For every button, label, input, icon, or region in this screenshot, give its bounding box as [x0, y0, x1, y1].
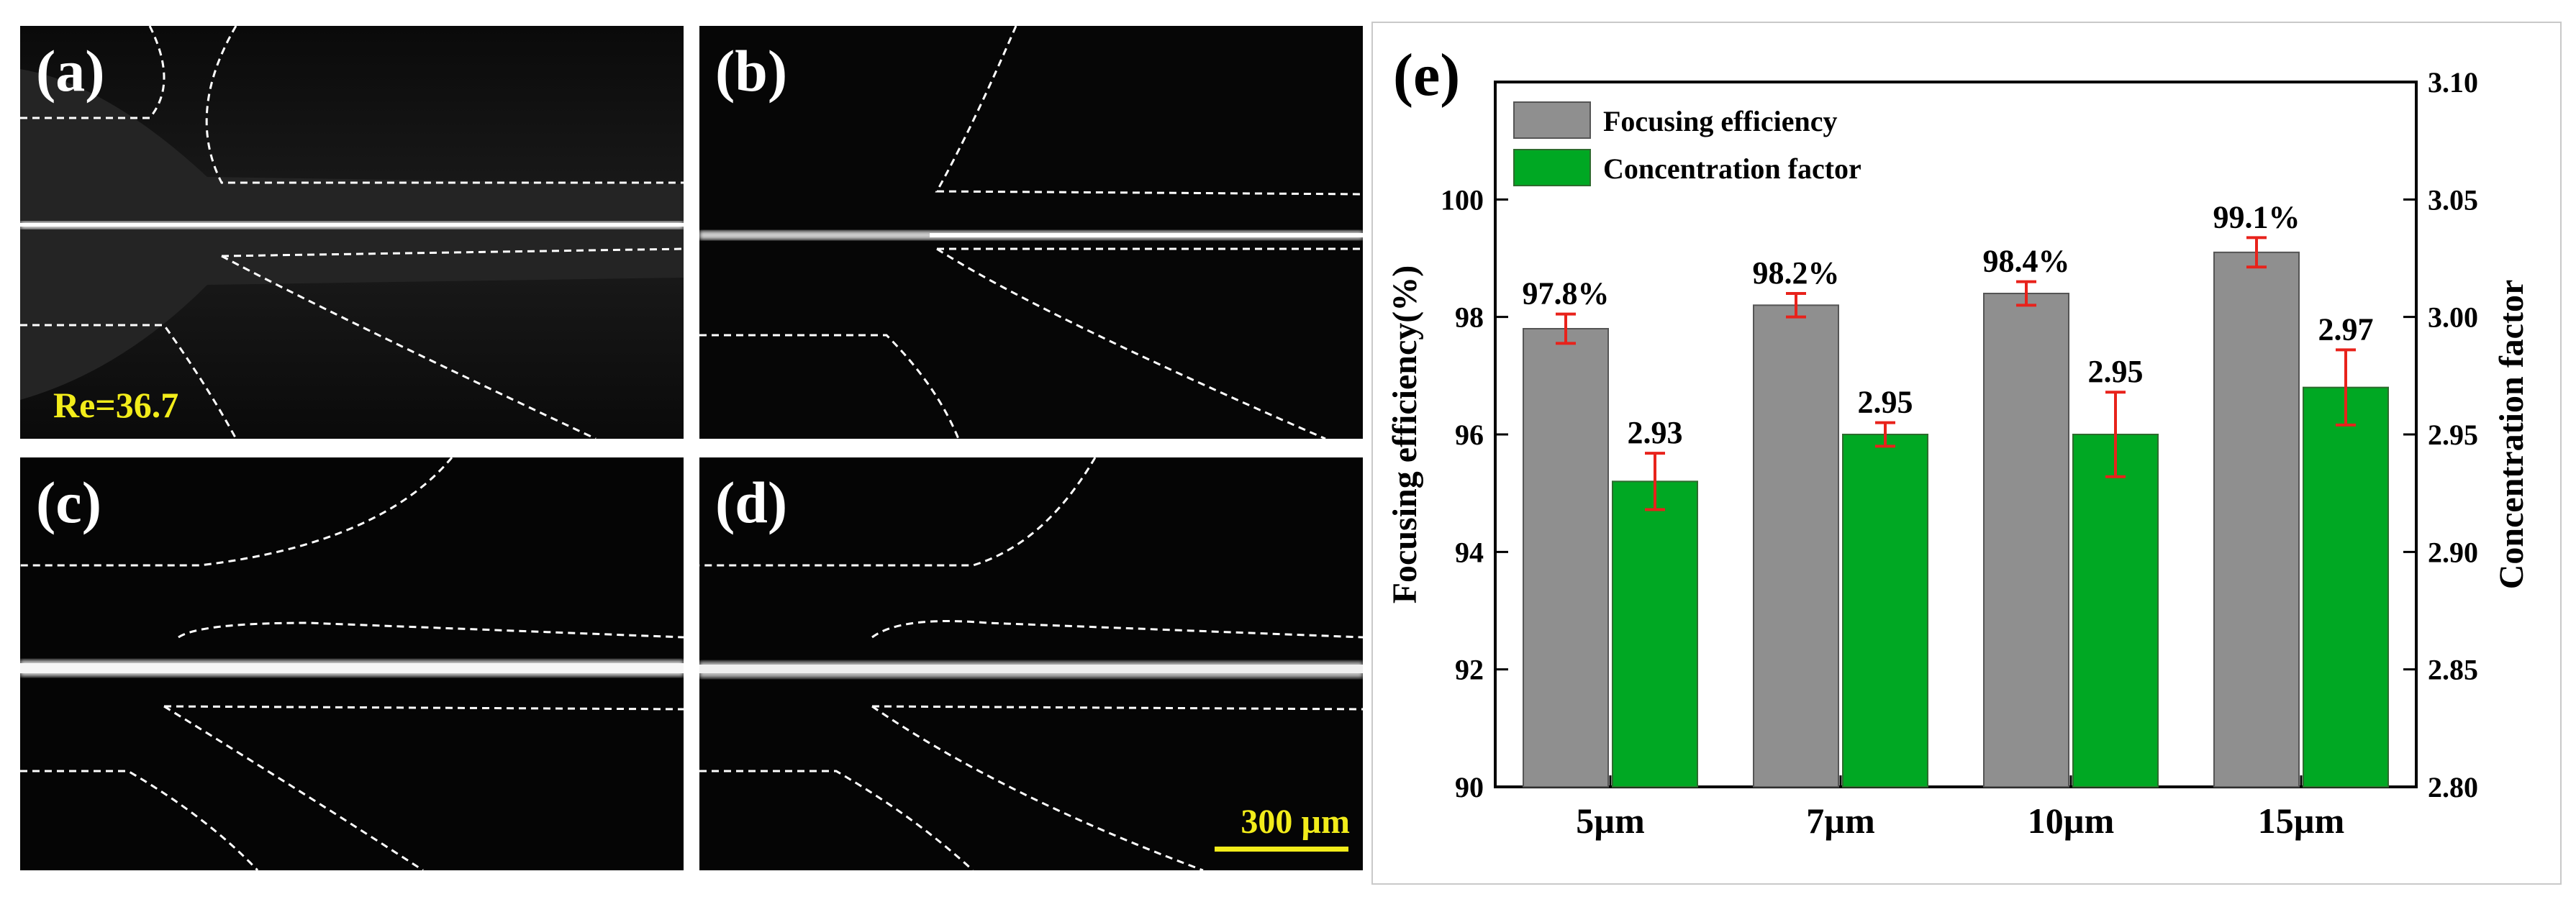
legend-swatch-concentration — [1513, 149, 1591, 186]
right-tick-label: 2.80 — [2428, 771, 2478, 803]
bar-focusing-1 — [1753, 304, 1839, 788]
channel-image-a — [20, 26, 684, 439]
left-axis-ticks: 90 92 94 96 98 100 — [1441, 183, 1508, 803]
left-tick-label: 94 — [1455, 536, 1484, 568]
panel-label-a: (a) — [36, 38, 105, 104]
chart-panel-e: (e) 90 92 94 96 98 100 2.80 2.85 2.90 2.95 3.00 3.… — [1371, 22, 2562, 885]
right-tick-label: 2.90 — [2428, 536, 2478, 568]
right-tick-label: 3.05 — [2428, 183, 2478, 216]
legend: Focusing efficiency Concentration factor — [1513, 101, 1861, 186]
x-tick-label: 7µm — [1806, 801, 1874, 841]
channel-image-d — [699, 457, 1363, 870]
channel-image-c — [20, 457, 684, 870]
data-label-focusing-2: 98.4% — [1983, 244, 2070, 279]
channel-image-b — [699, 26, 1363, 439]
x-tick-label: 15µm — [2258, 801, 2344, 841]
right-tick-label: 2.85 — [2428, 654, 2478, 686]
left-tick-label: 96 — [1455, 419, 1484, 451]
micrograph-panel-b: (b) — [699, 26, 1363, 439]
panel-label-d: (d) — [715, 470, 788, 535]
bar-focusing-0 — [1523, 328, 1609, 788]
right-tick-label: 3.10 — [2428, 66, 2478, 99]
bar-concentration-1 — [1842, 434, 1928, 788]
left-tick-label: 98 — [1455, 301, 1484, 334]
bars-group: 97.8% 2.93 98.2% 2.95 98.4% 2.95 99.1% 2.97 — [1523, 199, 2389, 788]
scale-bar-label: 300 µm — [1241, 803, 1350, 841]
data-label-concentration-3: 2.97 — [2318, 311, 2374, 347]
micrograph-panel-a: (a) Re=36.7 — [20, 26, 684, 439]
x-tick-label: 5µm — [1576, 801, 1644, 841]
left-tick-label: 92 — [1455, 654, 1484, 686]
bar-chart: (e) 90 92 94 96 98 100 2.80 2.85 2.90 2.95 3.00 3.… — [1386, 42, 2531, 841]
data-label-concentration-0: 2.93 — [1628, 415, 1683, 450]
right-tick-label: 3.00 — [2428, 301, 2478, 334]
panel-label-c: (c) — [36, 470, 102, 535]
data-label-focusing-1: 98.2% — [1753, 255, 1840, 291]
bar-concentration-3 — [2303, 386, 2389, 788]
bar-concentration-2 — [2072, 434, 2159, 788]
data-label-focusing-0: 97.8% — [1523, 276, 1610, 311]
y-axis-label-left: Focusing efficiency(%) — [1386, 265, 1424, 604]
x-tick-label: 10µm — [2028, 801, 2114, 841]
bar-concentration-0 — [1612, 480, 1698, 788]
micrograph-panel-c: (c) — [20, 457, 684, 870]
legend-label-focusing: Focusing efficiency — [1603, 105, 1838, 137]
legend-label-concentration: Concentration factor — [1603, 152, 1861, 185]
x-axis-tick-labels: 5µm 7µm 10µm 15µm — [1576, 775, 2344, 841]
scale-bar — [1215, 847, 1348, 852]
panel-label-e: (e) — [1393, 42, 1460, 109]
right-tick-label: 2.95 — [2428, 419, 2478, 451]
panel-label-b: (b) — [715, 38, 788, 104]
left-tick-label: 100 — [1441, 183, 1484, 216]
legend-swatch-focusing — [1513, 101, 1591, 139]
data-label-concentration-2: 2.95 — [2088, 354, 2144, 389]
reynolds-number-label: Re=36.7 — [53, 385, 179, 425]
data-label-focusing-3: 99.1% — [2213, 199, 2300, 234]
left-tick-label: 90 — [1455, 771, 1484, 803]
bar-focusing-2 — [1983, 293, 2069, 788]
right-axis-ticks: 2.80 2.85 2.90 2.95 3.00 3.05 3.10 — [2403, 66, 2478, 803]
bar-focusing-3 — [2213, 251, 2300, 788]
micrograph-panel-d: (d) 300 µm — [699, 457, 1363, 870]
data-label-concentration-1: 2.95 — [1858, 385, 1913, 420]
y-axis-label-right: Concentration factor — [2493, 280, 2531, 590]
